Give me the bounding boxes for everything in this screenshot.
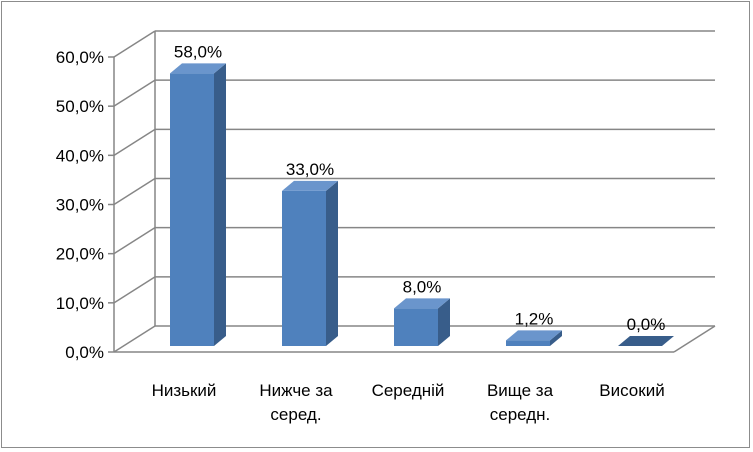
data-label: 33,0%	[286, 160, 334, 179]
category-label-line: Низький	[152, 381, 217, 400]
y-tick-label: 0,0%	[65, 343, 104, 362]
data-label: 58,0%	[174, 42, 222, 61]
bar-side	[438, 298, 450, 346]
category-label-line: Середній	[372, 381, 445, 400]
gridline-diagonal	[113, 325, 156, 353]
bar-front	[506, 340, 550, 346]
bar-top	[394, 298, 450, 309]
y-tick-label: 60,0%	[56, 48, 104, 67]
gridline-diagonal	[113, 227, 156, 255]
y-tick-label: 10,0%	[56, 294, 104, 313]
bar	[394, 298, 450, 346]
gridline-diagonal	[113, 30, 156, 58]
bar-top	[618, 336, 674, 346]
category-label-line: серед.	[270, 405, 321, 424]
category-label: Високий	[599, 381, 664, 400]
category-label-line: Нижче за	[259, 381, 333, 400]
bar-top	[282, 180, 338, 191]
y-tick-label: 20,0%	[56, 245, 104, 264]
bar-side	[550, 330, 562, 346]
y-tick-label: 30,0%	[56, 196, 104, 215]
gridlines	[113, 30, 715, 353]
bar	[506, 330, 562, 346]
bar	[282, 180, 338, 346]
y-tick-label: 50,0%	[56, 97, 104, 116]
data-label: 1,2%	[515, 309, 554, 328]
bar-top	[170, 63, 226, 74]
category-label-line: Вище за	[487, 381, 554, 400]
data-label: 8,0%	[403, 277, 442, 296]
category-label: Нижче за серед.	[259, 381, 333, 424]
y-axis-ticks: 0,0% 10,0% 20,0% 30,0% 40,0% 50,0% 60,0%	[56, 48, 114, 362]
bar-top	[506, 330, 562, 341]
bar-front	[394, 308, 438, 346]
bar	[618, 336, 674, 346]
category-label: Низький	[152, 381, 217, 400]
bar-front	[170, 73, 214, 347]
category-label-line: середн.	[490, 405, 551, 424]
data-labels: 58,0% 33,0% 8,0% 1,2% 0,0%	[174, 42, 665, 334]
gridline-diagonal	[113, 276, 156, 304]
category-label: Середній	[372, 381, 445, 400]
bar-side	[214, 63, 226, 347]
bar-front	[282, 190, 326, 346]
category-labels: Низький Нижче за серед. Середній Вище за сере…	[152, 381, 665, 424]
bar	[170, 63, 226, 347]
category-label: Вище за середн.	[487, 381, 554, 424]
bar-side	[326, 180, 338, 346]
gridline-diagonal	[113, 177, 156, 206]
floor-right-edge	[673, 325, 716, 353]
gridline-diagonal	[113, 79, 156, 107]
bars	[170, 63, 674, 347]
category-label-line: Високий	[599, 381, 664, 400]
gridline-diagonal	[113, 128, 156, 156]
y-tick-label: 40,0%	[56, 146, 104, 165]
bar-chart: 0,0% 10,0% 20,0% 30,0% 40,0% 50,0% 60,0% 58,0%…	[56, 30, 716, 424]
data-label: 0,0%	[627, 315, 666, 334]
